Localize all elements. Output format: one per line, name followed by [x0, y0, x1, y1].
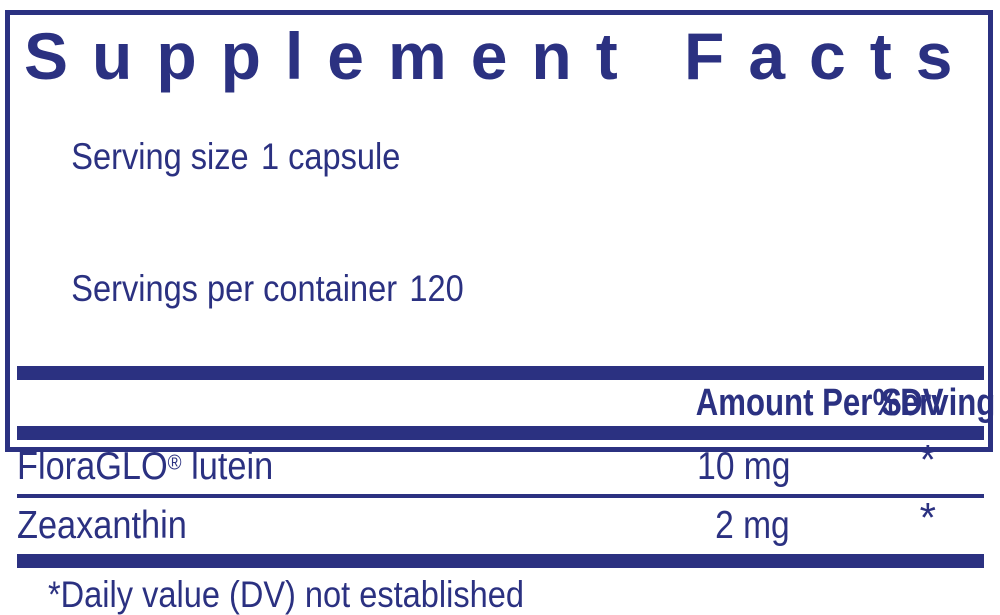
- servings-per-container-line: Servings per container 120: [17, 223, 988, 355]
- servings-per-container-label: Servings per container: [71, 268, 398, 309]
- table-row: FloraGLO® lutein 10 mg *: [17, 436, 984, 494]
- supplement-facts-panel: Supplement Facts Serving size 1 capsule S…: [5, 10, 996, 615]
- dv-footnote-text: *Daily value (DV) not established: [48, 574, 524, 615]
- table-row: Zeaxanthin 2 mg *: [17, 494, 984, 554]
- ingredient-name-text: Zeaxanthin: [17, 504, 187, 547]
- panel-title: Supplement Facts: [24, 19, 977, 93]
- percent-dv-header: %DV: [873, 381, 944, 424]
- ingredient-dv: *: [919, 494, 936, 541]
- divider-bar-header: [17, 426, 984, 440]
- registered-trademark-symbol: ®: [167, 450, 182, 475]
- table-header-row: Amount Per Serving %DV: [17, 380, 996, 426]
- divider-bar-bottom: [17, 554, 984, 568]
- ingredient-name-text: FloraGLO: [17, 445, 168, 488]
- ingredient-amount: 10 mg: [696, 445, 790, 488]
- ingredient-name: FloraGLO® lutein: [17, 445, 273, 489]
- dv-footnote: *Daily value (DV) not established: [48, 575, 988, 615]
- ingredient-name-suffix: lutein: [181, 445, 274, 488]
- serving-size-label: Serving size: [71, 136, 249, 177]
- divider-bar-top: [17, 366, 984, 380]
- ingredient-amount: 2 mg: [715, 504, 790, 547]
- serving-size-value: 1 capsule: [260, 136, 401, 177]
- serving-size-line: Serving size 1 capsule: [17, 91, 988, 223]
- servings-per-container-value: 120: [409, 268, 464, 309]
- amount-per-serving-header: Amount Per Serving: [695, 381, 996, 424]
- ingredient-dv: *: [919, 436, 936, 483]
- ingredient-name: Zeaxanthin: [17, 504, 187, 548]
